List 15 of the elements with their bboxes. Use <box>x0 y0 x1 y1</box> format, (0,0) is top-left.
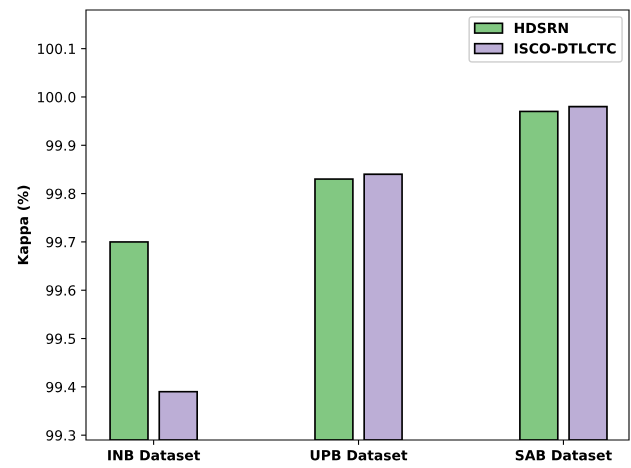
y-tick-label: 99.9 <box>46 140 76 151</box>
y-tick-label: 99.4 <box>46 382 76 392</box>
legend-label: HDSRN <box>514 22 568 34</box>
y-tick-label: 99.7 <box>46 236 76 248</box>
y-tick-label: 99.8 <box>46 188 76 200</box>
y-tick-label: 99.5 <box>46 334 76 344</box>
x-tick-label: SAB Dataset <box>516 450 612 460</box>
x-tick-label: UPB Dataset <box>310 450 408 460</box>
y-tick-label: 99.3 <box>46 430 76 441</box>
y-tick-label: 100.0 <box>38 92 76 102</box>
y-axis-title: Kappa (%) <box>18 186 31 264</box>
legend-label: ISCO-DTLCTC <box>514 43 616 54</box>
y-tick-label: 99.6 <box>46 285 76 296</box>
x-tick-label: INB Dataset <box>108 450 200 460</box>
y-tick-label: 100.1 <box>38 44 75 54</box>
